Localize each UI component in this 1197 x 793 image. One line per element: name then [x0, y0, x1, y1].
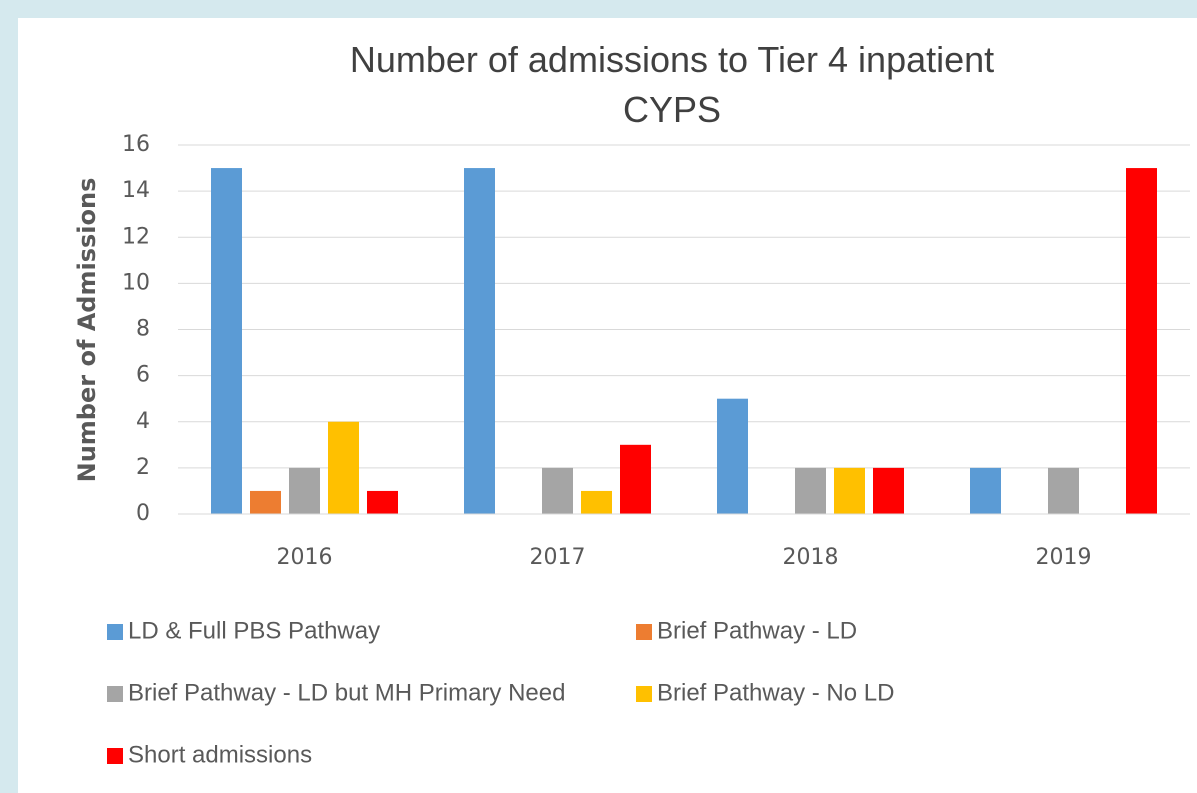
legend-label: LD & Full PBS Pathway — [128, 617, 380, 644]
bar — [542, 467, 573, 514]
y-tick-label: 6 — [136, 363, 150, 388]
bar — [581, 490, 612, 514]
bar — [328, 421, 359, 514]
title-line: CYPS — [623, 89, 721, 130]
legend-swatch — [636, 624, 652, 640]
y-tick-label: 16 — [122, 132, 150, 157]
x-tick-label: 2017 — [530, 545, 586, 570]
bar — [717, 398, 748, 514]
y-tick-label: 10 — [122, 270, 150, 295]
title-line: Number of admissions to Tier 4 inpatient — [350, 39, 994, 80]
legend-label: Brief Pathway - No LD — [657, 679, 894, 706]
legend-swatch — [107, 624, 123, 640]
legend-swatch — [107, 686, 123, 702]
y-tick-label: 12 — [122, 224, 150, 249]
y-tick-label: 14 — [122, 178, 150, 203]
x-tick-label: 2019 — [1036, 545, 1092, 570]
legend-swatch — [107, 748, 123, 764]
legend-label: Short admissions — [128, 741, 312, 768]
bar — [250, 490, 281, 514]
chart-panel — [18, 18, 1197, 793]
bar — [1048, 467, 1079, 514]
y-tick-label: 0 — [136, 501, 150, 526]
y-tick-label: 8 — [136, 317, 150, 342]
legend-label: Brief Pathway - LD but MH Primary Need — [128, 679, 565, 706]
bar — [367, 490, 398, 514]
legend-label: Brief Pathway - LD — [657, 617, 857, 644]
bar — [795, 467, 826, 514]
bar — [970, 467, 1001, 514]
x-tick-label: 2018 — [783, 545, 839, 570]
bar — [464, 168, 495, 514]
y-tick-label: 4 — [136, 409, 150, 434]
bar — [289, 467, 320, 514]
y-tick-label: 2 — [136, 455, 150, 480]
bar — [1126, 168, 1157, 514]
bar — [620, 444, 651, 514]
bar — [834, 467, 865, 514]
x-tick-label: 2016 — [277, 545, 333, 570]
bar — [211, 168, 242, 514]
legend-swatch — [636, 686, 652, 702]
y-axis-label: Number of Admissions — [73, 178, 101, 483]
bar — [873, 467, 904, 514]
chart-title: Number of admissions to Tier 4 inpatient… — [350, 39, 994, 130]
